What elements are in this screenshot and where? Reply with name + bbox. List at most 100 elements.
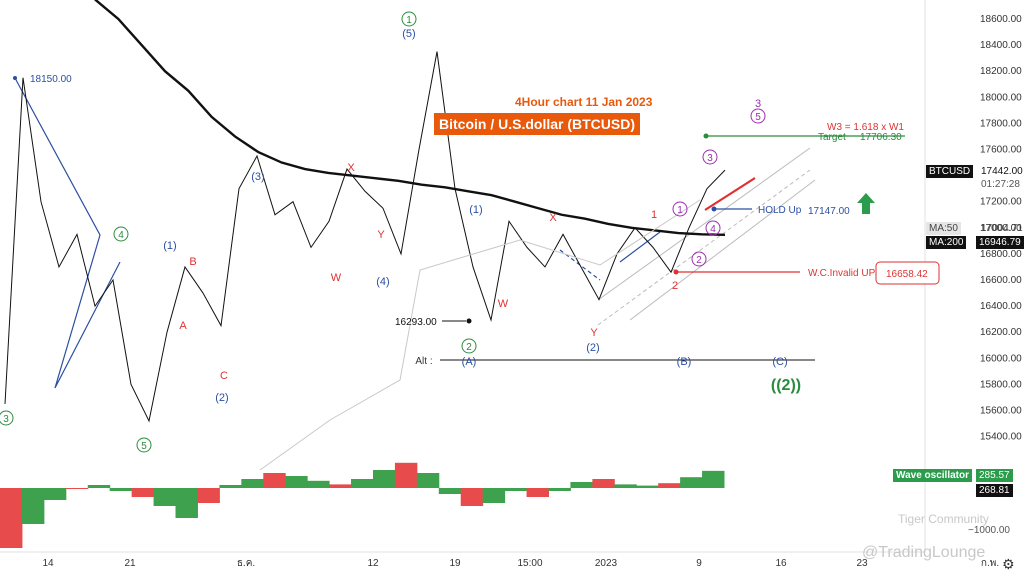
chart-subtitle: 4Hour chart 11 Jan 2023: [515, 95, 653, 109]
symbol-tag: BTCUSD: [926, 165, 974, 178]
wave-W2: W: [498, 298, 509, 310]
price-series: [4, 51, 726, 423]
oscillator-bar: [351, 479, 374, 488]
channel-mid: [597, 169, 811, 326]
oscillator-bar: [482, 488, 506, 503]
oscillator-bar: [219, 485, 242, 488]
trend-segment: [619, 231, 661, 263]
oscillator-bar: [197, 488, 220, 503]
oscillator-bar: [394, 462, 418, 488]
price-tick: 16600.00: [980, 275, 1022, 286]
wave-5-circle-bottom: 5: [141, 441, 147, 452]
high-18150: 18150.00: [30, 74, 72, 85]
time-tick: 21: [124, 558, 136, 569]
wave-4-paren: (4): [376, 276, 389, 288]
oscillator-bar: [263, 473, 286, 488]
price-tick: 16400.00: [980, 301, 1022, 312]
oscillator-bar: [372, 470, 396, 488]
price-tick: 17200.00: [980, 197, 1022, 208]
oscillator-bar: [438, 488, 462, 494]
wave-X2: X: [549, 212, 557, 224]
wave-oscillator: [0, 462, 725, 548]
wave-1-circle: 1: [406, 15, 412, 26]
wave-2-paren: (2): [215, 392, 228, 404]
oscillator-bar: [614, 484, 637, 488]
oscillator-bar: [658, 483, 681, 488]
oscillator-bar: [548, 488, 571, 491]
settings-gear-icon[interactable]: ⚙: [1002, 556, 1015, 572]
oscillator-value-1: 285.57: [976, 469, 1013, 482]
wave-B: B: [189, 256, 196, 268]
oscillator-bar: [109, 488, 133, 491]
wave-2-circle: 2: [466, 342, 472, 353]
wave-3-paren: (3): [251, 171, 264, 183]
time-tick: 16: [775, 558, 787, 569]
oscillator-value-2: 268.81: [976, 484, 1013, 497]
time-tick: 14: [42, 558, 54, 569]
oscillator-bar: [636, 485, 659, 488]
time-axis[interactable]: 14 21 ธ.ค. 12 19 15:00 2023 9 16 23 ก.พ.: [42, 558, 999, 569]
time-tick: 12: [367, 558, 379, 569]
minor-3: 3: [755, 98, 761, 110]
time-tick: ก.พ.: [981, 558, 999, 569]
wave-W1: W: [331, 272, 342, 284]
circle-labels: 1 2 4 3 5 1 2 3 4 5: [0, 11, 766, 453]
channel-upper: [597, 147, 811, 301]
w3-formula: W3 = 1.618 x W1: [827, 122, 904, 133]
oscillator-bar: [307, 480, 330, 488]
ma200-line: [94, 0, 726, 237]
time-tick: 23: [856, 558, 868, 569]
wave-labels: (5) (3) (1) (2) (4) (1) (2) A B C W X Y …: [163, 28, 801, 404]
ma50-label: MA:50: [926, 222, 961, 235]
last-price: 17442.00: [978, 165, 1024, 178]
chart-title: Bitcoin / U.S.dollar (BTCUSD): [434, 113, 640, 135]
time-tick: 19: [449, 558, 461, 569]
minor-3-circle: 3: [707, 153, 713, 164]
price-tick: 16800.00: [980, 249, 1022, 260]
oscillator-bar: [416, 473, 440, 488]
price-tick: 15400.00: [980, 432, 1022, 443]
minor-4-circle: 4: [710, 224, 716, 235]
minor-2: 2: [672, 280, 678, 292]
oscillator-bar: [175, 488, 198, 518]
alt-A: (A): [462, 356, 477, 368]
price-tick: 18600.00: [980, 14, 1022, 25]
price-tick: 17600.00: [980, 145, 1022, 156]
watermark-brand: @TradingLounge: [862, 544, 986, 561]
oscillator-tick: −1000.00: [968, 525, 1010, 536]
invalid-label: W.C.Invalid UP: [808, 268, 876, 279]
high-dot: [13, 76, 17, 80]
oscillator-bar: [43, 488, 67, 500]
wave-2b-paren: (2): [586, 342, 599, 354]
countdown: 01:27:28: [978, 178, 1023, 191]
price-tick: 16000.00: [980, 353, 1022, 364]
price-tick: 16200.00: [980, 327, 1022, 338]
price-tick: 18400.00: [980, 40, 1022, 51]
oscillator-bar: [592, 479, 615, 488]
big-wave-2: ((2)): [771, 377, 801, 394]
price-tick: 15600.00: [980, 406, 1022, 417]
oscillator-bar: [504, 488, 528, 491]
wave-X1: X: [347, 162, 355, 174]
wave-Y2: Y: [590, 327, 598, 339]
oscillator-bar: [131, 488, 155, 497]
watermark-community: Tiger Community: [898, 512, 989, 526]
time-tick: 15:00: [517, 558, 542, 569]
ma50-line: [259, 199, 701, 471]
oscillator-bar: [329, 484, 352, 488]
oscillator-bar: [65, 488, 89, 489]
oscillator-bar: [153, 488, 177, 506]
invalid-value-box: [875, 261, 940, 285]
oscillator-bar: [570, 482, 593, 488]
target-value: 17706.30: [860, 132, 902, 143]
price-tick: 17800.00: [980, 118, 1022, 129]
alt-B: (B): [677, 356, 692, 368]
oscillator-bar: [0, 488, 23, 548]
time-tick: 2023: [595, 558, 618, 569]
channel-lower: [629, 179, 816, 321]
ma200-value: 16946.79: [976, 236, 1024, 249]
wave-Y1: Y: [377, 229, 385, 241]
triangle-pattern: [14, 77, 121, 389]
target-dot: [703, 133, 709, 139]
